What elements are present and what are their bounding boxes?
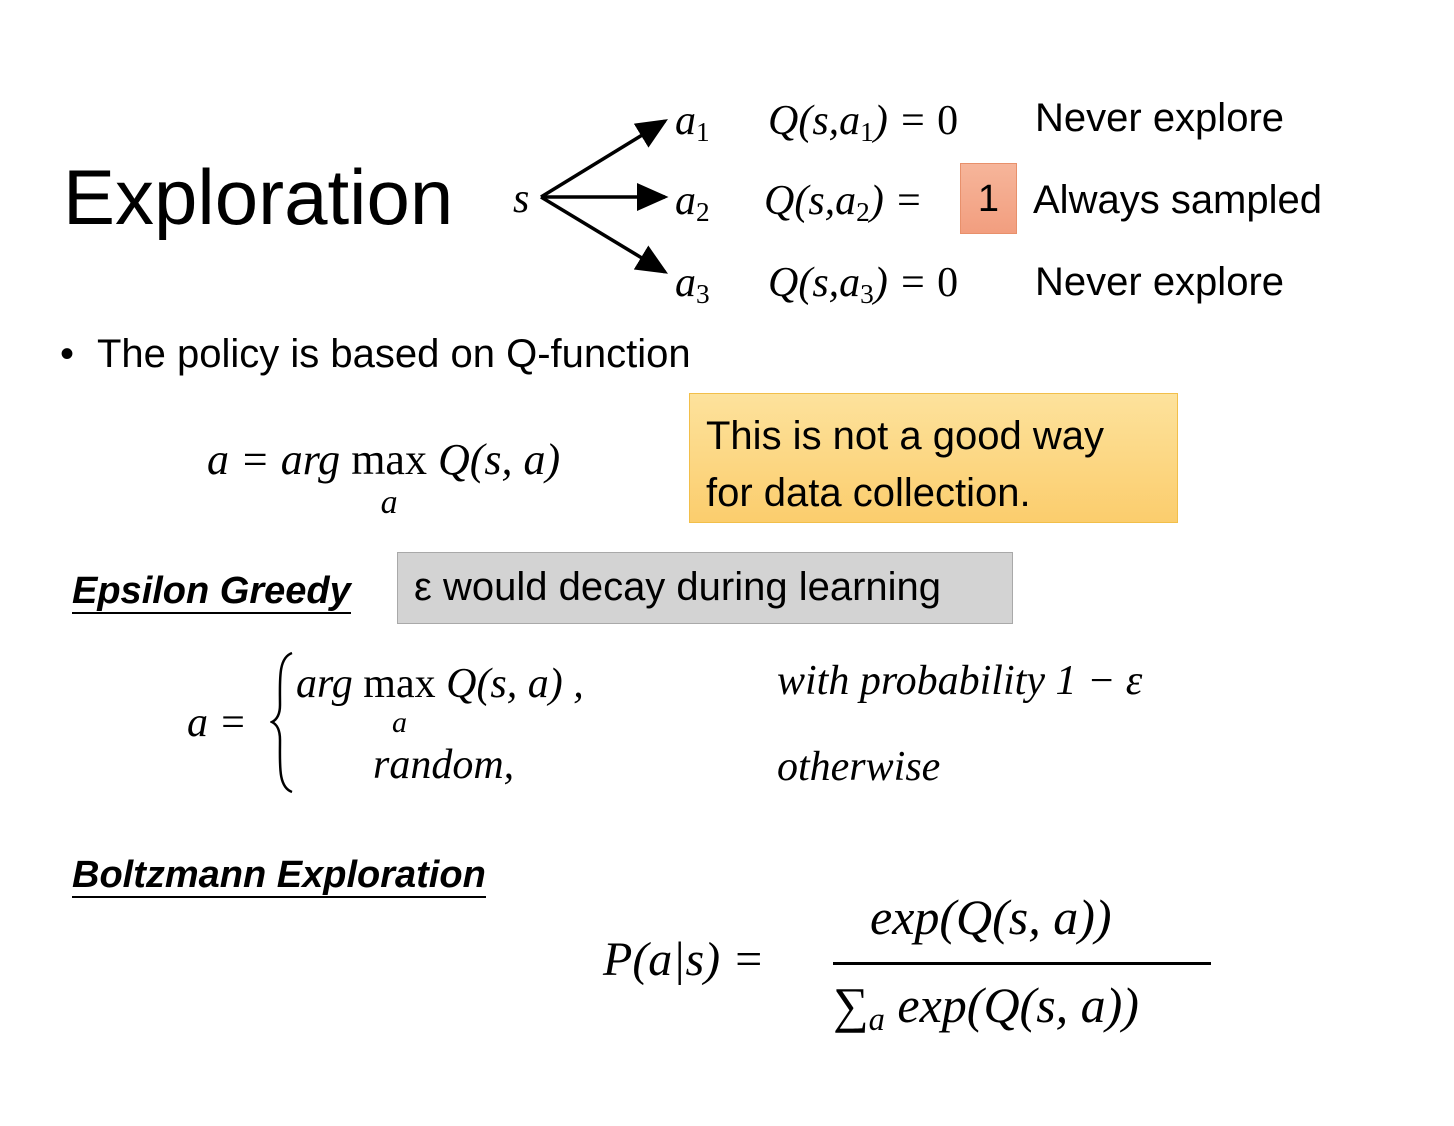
note-1: Never explore: [1035, 96, 1285, 140]
bullet-text: The policy is based on Q-function: [97, 332, 691, 376]
q-value-row-1: Q(s,a1) = 0: [768, 98, 959, 147]
bullet-marker: •: [60, 332, 75, 376]
case-2-condition: otherwise: [777, 744, 941, 790]
note-2: Always sampled: [1033, 178, 1323, 222]
case-1-subscript: a: [391, 706, 407, 739]
boltzmann-denominator: ∑a exp(Q(s, a)): [833, 977, 1139, 1039]
q-value-row-2: Q(s,a2) =: [764, 178, 923, 227]
action-label-3: a3: [675, 260, 710, 309]
boltzmann-lhs: P(a|s) =: [603, 933, 765, 986]
callout-line-1: This is not a good way: [706, 414, 1104, 458]
left-brace: [270, 651, 293, 794]
arrow-a1: [540, 119, 668, 199]
boltzmann-heading: Boltzmann Exploration: [72, 854, 486, 898]
action-label-1: a1: [675, 98, 710, 147]
state-label: s: [513, 176, 530, 222]
piecewise-lhs: a =: [187, 700, 247, 746]
note-3: Never explore: [1035, 260, 1285, 304]
argmax-formula: a = arg max a Q(s, a): [207, 435, 561, 521]
epsilon-greedy-heading: Epsilon Greedy: [72, 570, 351, 614]
case-1-expression: arg max a Q(s, a) ,: [296, 661, 584, 739]
slide-title: Exploration: [63, 153, 454, 241]
case-1-condition: with probability 1 − ε: [777, 658, 1143, 704]
arrow-a3: [540, 195, 668, 274]
q-value-row-3: Q(s,a3) = 0: [768, 260, 959, 309]
callout-box: This is not a good way for data collectio…: [689, 393, 1178, 523]
case-2-expression: random,: [373, 742, 515, 788]
action-label-2: a2: [675, 178, 710, 227]
epsilon-note-box: ε would decay during learning: [397, 552, 1013, 624]
boltzmann-numerator: exp(Q(s, a)): [870, 889, 1112, 945]
argmax-subscript: a: [380, 484, 398, 521]
callout-line-2: for data collection.: [706, 471, 1031, 515]
fraction-bar: [833, 962, 1211, 965]
highlighted-q-value: 1: [960, 163, 1017, 234]
